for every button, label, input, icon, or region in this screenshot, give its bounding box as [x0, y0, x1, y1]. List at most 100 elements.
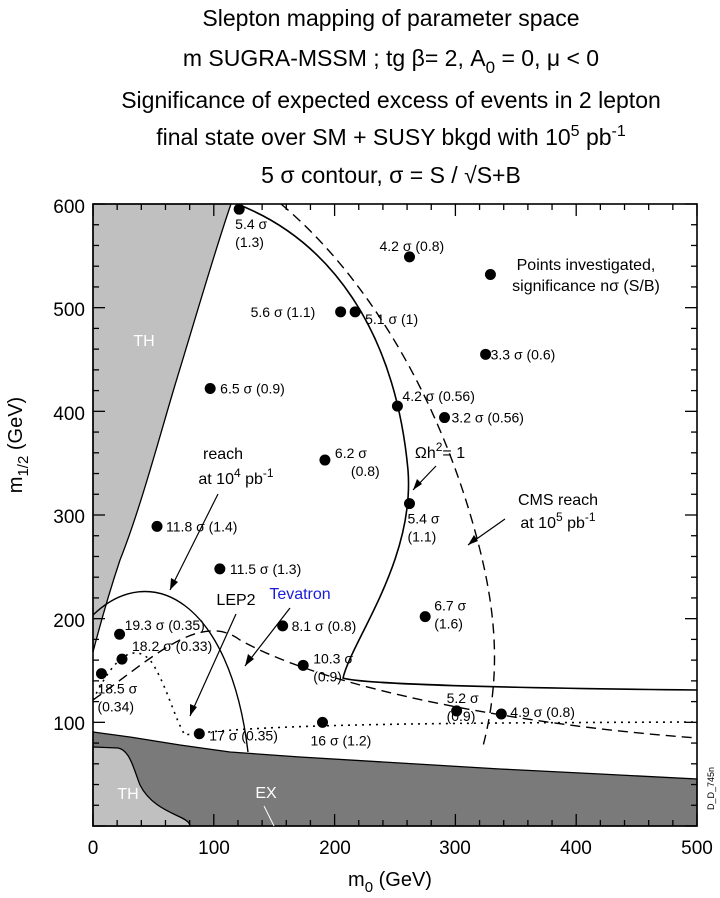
data-point-label: 16 σ (1.2): [311, 732, 372, 748]
data-point-label: 6.5 σ (0.9): [220, 381, 285, 397]
lep2-contour: [92, 590, 249, 753]
data-point-label: 4.9 σ (0.8): [510, 704, 575, 720]
data-point-label: 19.3 σ (0.35): [125, 617, 205, 633]
data-point-label: 3.2 σ (0.56): [452, 410, 524, 426]
data-point: [297, 659, 309, 671]
data-point-label: 6.2 σ: [335, 445, 367, 461]
omega-main: Ωh: [415, 445, 436, 462]
title-pb-unit: pb: [580, 124, 612, 150]
title-pb-exp: -1: [612, 123, 626, 140]
cms-unit: pb: [563, 515, 585, 532]
data-point: [277, 620, 289, 632]
x-tick-labels: 0 100 200 300 400 500: [88, 838, 713, 859]
data-point-label: 5.2 σ: [447, 690, 479, 706]
data-point: [403, 251, 415, 263]
y-tick-labels: 100 200 300 400 500 600: [53, 197, 85, 735]
x-tick-label: 300: [439, 838, 471, 859]
y-axis-label-main: m: [5, 477, 27, 494]
reach-unit-exp: -1: [263, 466, 274, 480]
reach-label-line-1: reach: [203, 446, 243, 463]
y-axis-label-sub: 1/2: [15, 456, 32, 477]
cms-unit-exp: -1: [585, 510, 596, 524]
data-point: [335, 306, 347, 318]
data-point: [151, 520, 163, 532]
contours: [92, 203, 698, 753]
x-axis-label-unit: (GeV): [373, 869, 432, 891]
x-axis-label: m0 (GeV): [348, 869, 432, 896]
tevatron-contour: [92, 630, 698, 739]
lep2-arrow-head: [190, 704, 197, 716]
th-lower-label: TH: [117, 786, 138, 803]
data-point: [193, 728, 205, 740]
cms-reach-1e5-contour: [280, 203, 496, 751]
reach-unit: pb: [241, 471, 263, 488]
x-tick-label: 400: [560, 838, 592, 859]
data-point-label: 6.7 σ: [434, 598, 466, 614]
x-axis-label-sub: 0: [365, 879, 373, 896]
y-tick-label: 300: [53, 507, 85, 528]
points-investigated-line-2: significance nσ (S/B): [512, 278, 660, 295]
data-point-label: 10.3 σ: [313, 650, 353, 666]
data-point: [419, 611, 431, 623]
data-point-label-secondary: (0.9): [447, 708, 476, 724]
cms-label-line-1: CMS reach: [518, 492, 598, 509]
side-id: D_D_745n: [706, 767, 716, 810]
y-tick-label: 100: [53, 714, 85, 735]
data-point: [319, 454, 331, 466]
tevatron-arrow: [244, 607, 291, 667]
omega-arrow-head: [413, 479, 422, 490]
data-point-label: 4.2 σ (0.56): [402, 388, 474, 404]
lep2-label: LEP2: [216, 592, 255, 609]
data-point-label-secondary: (0.9): [313, 668, 342, 684]
data-point-label: 11.5 σ (1.3): [230, 561, 301, 577]
data-point-label: 5.4 σ: [235, 216, 267, 232]
title-line-5: 5 σ contour, σ = S / √S+B: [261, 162, 521, 188]
y-axis-label: m1/2 (GeV): [5, 397, 32, 493]
title-line-4-main: final state over SM + SUSY bkgd with 10: [156, 124, 570, 150]
data-point: [439, 412, 451, 424]
x-tick-label: 200: [319, 838, 351, 859]
data-point: [484, 268, 496, 280]
omega-label: Ωh2= 1: [415, 440, 465, 462]
data-point: [391, 400, 403, 412]
x-tick-label: 100: [198, 838, 230, 859]
title-pb-power: 5: [571, 123, 580, 140]
data-point-label: 5.1 σ (1): [365, 311, 418, 327]
title-line-4: final state over SM + SUSY bkgd with 105…: [156, 123, 626, 150]
y-tick-label: 600: [53, 197, 85, 218]
points-investigated-line-1: Points investigated,: [517, 257, 656, 274]
axis-ticks: [92, 203, 698, 827]
cms-label-line-2: at 105 pb-1: [520, 510, 596, 532]
reach-arrow-head: [170, 578, 178, 590]
data-point: [116, 653, 128, 665]
reach-exp: 4: [234, 466, 241, 480]
data-point: [233, 203, 245, 215]
data-point-label: 18.5 σ: [97, 681, 137, 697]
title-line-2-rest: = 0, μ < 0: [495, 45, 599, 71]
data-point: [317, 716, 329, 728]
data-point-label-secondary: (0.34): [97, 699, 134, 715]
ex-label: EX: [255, 785, 277, 802]
data-point-label-secondary: (0.8): [351, 463, 380, 479]
tevatron-label: Tevatron: [269, 586, 330, 603]
reach-arrow: [169, 493, 219, 591]
y-tick-label: 500: [53, 300, 85, 321]
title-a-index: 0: [486, 58, 495, 77]
data-point: [403, 498, 415, 510]
x-axis-label-main: m: [348, 869, 365, 891]
ex-pointer: [263, 805, 275, 827]
data-point: [495, 708, 507, 720]
omega-exp: 2: [436, 440, 443, 454]
omega-rest: = 1: [442, 445, 465, 462]
data-point-label: 4.2 σ (0.8): [379, 238, 444, 254]
data-point-label: 18.2 σ (0.33): [132, 638, 212, 654]
chart-title: Slepton mapping of parameter space m SUG…: [121, 5, 661, 188]
x-tick-label: 0: [88, 838, 99, 859]
cms-exp: 5: [556, 510, 563, 524]
data-point-label: 5.6 σ (1.1): [251, 304, 316, 320]
data-point: [114, 628, 126, 640]
data-point-label-secondary: (1.3): [235, 234, 264, 250]
th-upper-label: TH: [133, 333, 154, 350]
title-line-2: m SUGRA-MSSM ; tg β= 2, A0 = 0, μ < 0: [183, 45, 599, 77]
data-point-label: 17 σ (0.35): [209, 728, 278, 744]
